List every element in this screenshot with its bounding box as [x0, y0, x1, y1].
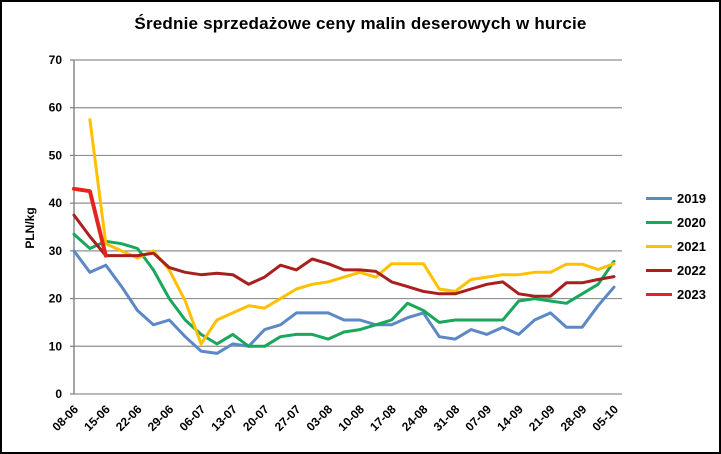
legend-label: 2019: [677, 190, 706, 206]
y-tick-label: 20: [49, 292, 63, 306]
series-line-2021: [88, 118, 616, 346]
x-tick-label: 20-07: [240, 402, 272, 434]
legend-item-2022: 2022: [646, 262, 719, 278]
y-tick-label: 10: [49, 339, 63, 353]
x-tick-label: 22-06: [113, 402, 145, 434]
legend-label: 2020: [677, 214, 706, 230]
x-tick-label: 17-08: [367, 402, 399, 434]
legend-item-2021: 2021: [646, 238, 719, 254]
legend-item-2019: 2019: [646, 190, 719, 206]
series-line-2019: [72, 249, 616, 355]
x-tick-label: 24-08: [399, 402, 431, 434]
legend-label: 2023: [677, 286, 706, 302]
y-tick-label: 0: [55, 387, 62, 401]
x-tick-label: 03-08: [304, 402, 336, 434]
series-line-2023: [72, 186, 108, 258]
legend-item-2023: 2023: [646, 286, 719, 302]
y-tick-label: 30: [49, 244, 63, 258]
legend-item-2020: 2020: [646, 214, 719, 230]
y-tick-label: 50: [49, 148, 63, 162]
x-tick-label: 14-09: [494, 402, 526, 434]
x-tick-label: 27-07: [272, 402, 304, 434]
x-tick-label: 21-09: [526, 402, 558, 434]
series-line-2022: [72, 213, 616, 298]
x-tick-label: 31-08: [431, 402, 463, 434]
x-tick-label: 08-06: [50, 402, 82, 434]
x-tick-label: 05-10: [590, 402, 622, 434]
y-tick-label: 60: [49, 101, 63, 115]
series-line-2020: [72, 232, 616, 348]
x-tick-label: 13-07: [208, 402, 240, 434]
x-tick-label: 10-08: [335, 402, 367, 434]
chart-title: Średnie sprzedażowe ceny malin deserowyc…: [134, 14, 587, 33]
legend-label: 2021: [677, 238, 706, 254]
legend-swatch: [646, 244, 672, 248]
y-tick-label: 70: [49, 53, 63, 67]
x-tick-label: 07-09: [462, 402, 494, 434]
legend-swatch: [646, 196, 672, 200]
legend-label: 2022: [677, 262, 706, 278]
legend-swatch: [646, 220, 672, 224]
x-tick-label: 06-07: [177, 402, 209, 434]
legend: 2019 2020 2021 2022 2023: [646, 190, 719, 311]
x-tick-label: 15-06: [81, 402, 113, 434]
x-tick-label: 28-09: [558, 402, 590, 434]
y-tick-label: 40: [49, 196, 63, 210]
x-tick-label: 29-06: [145, 402, 177, 434]
legend-swatch: [646, 292, 672, 296]
legend-swatch: [646, 268, 672, 272]
